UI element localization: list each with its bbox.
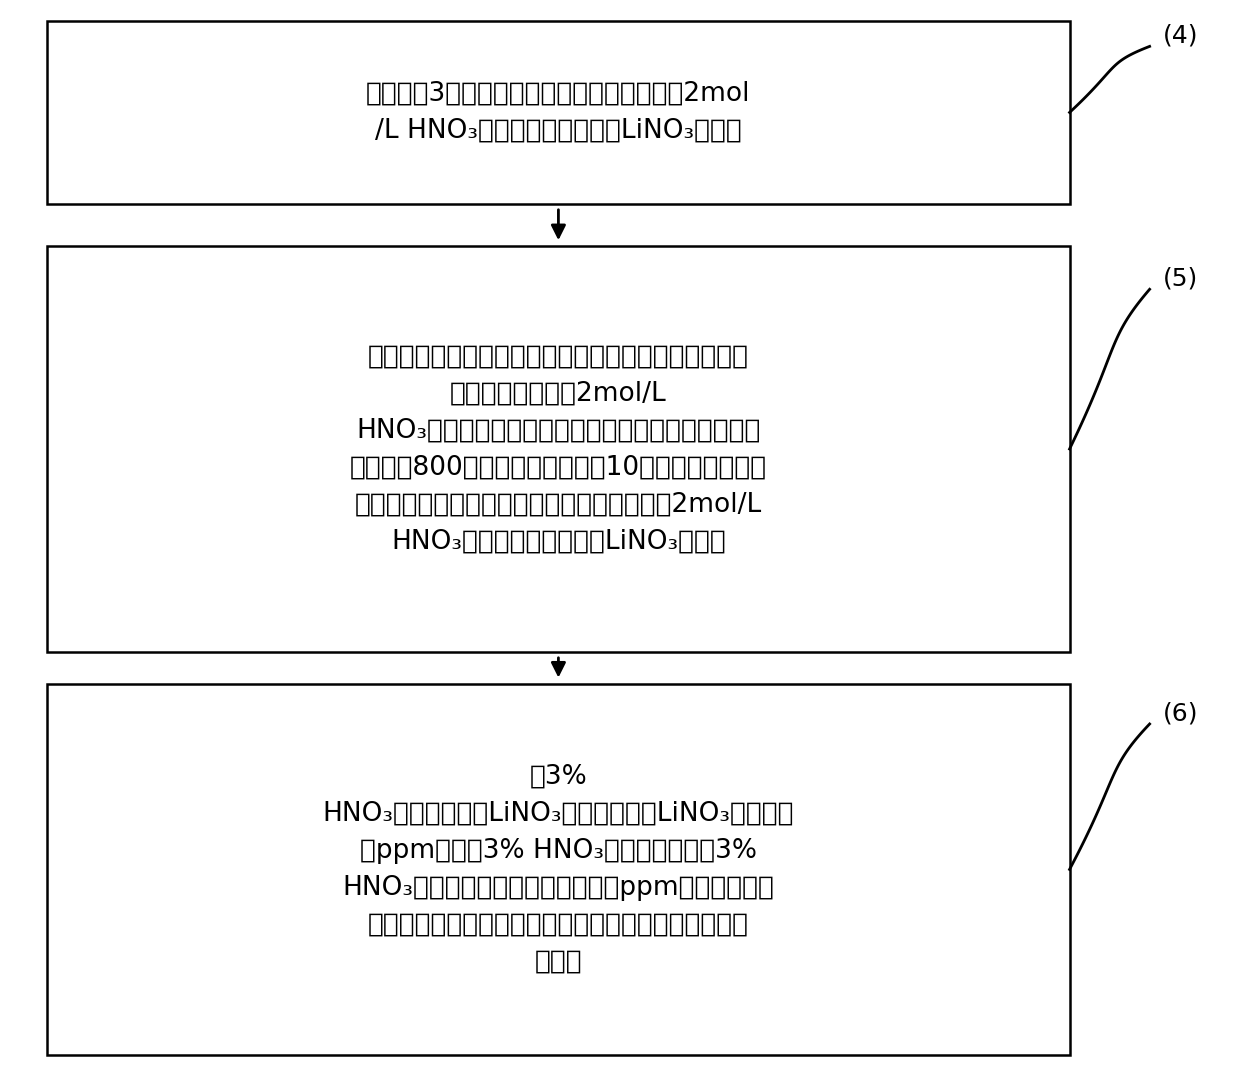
Text: (4): (4) [1163,24,1198,48]
Text: 用3%
HNO₃将所述石墨相LiNO₃溶液和溶液相LiNO₃溶液稀释
至ppm级，以3% HNO₃做空白对照，以3%
HNO₃稀释的天然丰度醒酸锂溶液至ppm级: 用3% HNO₃将所述石墨相LiNO₃溶液和溶液相LiNO₃溶液稀释 至ppm级… [322,764,794,975]
Text: (5): (5) [1163,266,1198,291]
Bar [47,21,1070,203]
Text: (6): (6) [1163,701,1198,725]
Text: 将所述电解池中的电解质溶液取出，向取出的电解质溶
液中加入同体积的2mol/L
HNO₃形成混合溶液，将混合溶液在电炉上蒸发至尽干
，再置于800摄氏度马弗炉中: 将所述电解池中的电解质溶液取出，向取出的电解质溶 液中加入同体积的2mol/L … [350,343,768,554]
Bar [47,684,1070,1055]
Text: 向步骤（3）得到的石墨相锂的氧化物中加入2mol
/L HNO₃，使之转化为石墨相LiNO₃溶液；: 向步骤（3）得到的石墨相锂的氧化物中加入2mol /L HNO₃，使之转化为石墨… [366,81,750,144]
Bar [47,246,1070,652]
